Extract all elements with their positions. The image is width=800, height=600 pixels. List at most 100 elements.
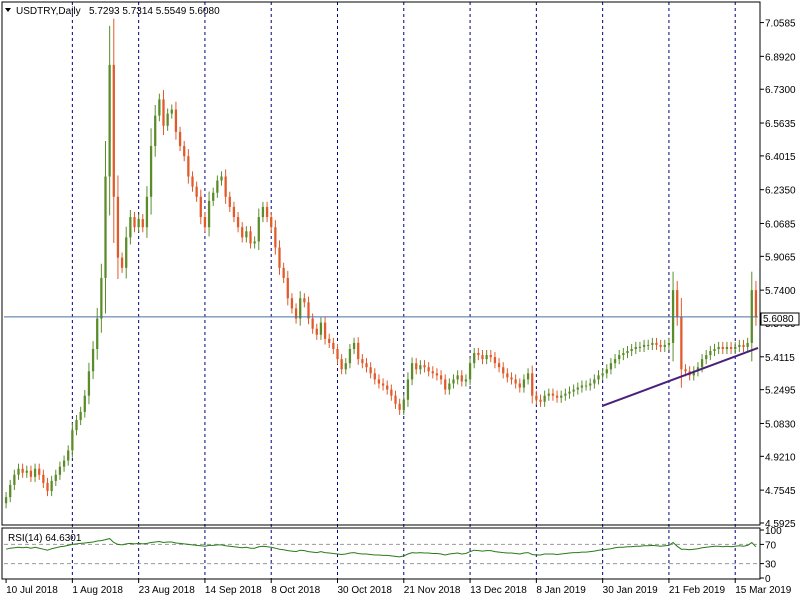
candle	[497, 358, 501, 373]
candle	[75, 414, 78, 436]
dropdown-triangle-icon[interactable]	[5, 8, 11, 12]
candle-body	[651, 342, 654, 345]
candle-body	[663, 344, 666, 347]
candle	[328, 333, 331, 348]
time-tick-label: 15 Mar 2019	[735, 585, 792, 596]
candle-body	[415, 363, 418, 370]
candle	[738, 339, 741, 353]
candle	[245, 226, 248, 243]
candle	[195, 181, 198, 202]
candle-body	[352, 342, 356, 349]
candle	[54, 469, 57, 486]
candle-body	[13, 474, 16, 485]
candle-body	[618, 355, 621, 360]
candle-body	[605, 369, 608, 374]
candle	[593, 374, 596, 389]
candle-body	[216, 180, 219, 193]
time-axis: 10 Jul 2018 1 Aug 2018 23 Aug 2018 14 Sep 2…	[5, 579, 792, 596]
candle	[265, 201, 269, 223]
candle-body	[340, 359, 343, 370]
candle	[174, 101, 178, 140]
candle-body	[282, 267, 285, 278]
candle	[336, 343, 339, 365]
candle	[705, 350, 708, 365]
candle-body	[241, 227, 244, 238]
candle-body	[83, 395, 86, 412]
candle-body	[473, 353, 476, 364]
candle	[531, 365, 534, 404]
trendline[interactable]	[602, 347, 759, 407]
candle	[510, 372, 513, 385]
candle-body	[543, 395, 546, 402]
candle-body	[67, 450, 70, 461]
candle	[518, 378, 521, 393]
candle-body	[319, 322, 323, 335]
candle-body	[402, 399, 405, 410]
candle	[514, 374, 517, 389]
candle	[572, 384, 575, 397]
rsi-tick-label: 30	[765, 560, 777, 571]
price-tick-label: 7.0585	[765, 19, 796, 30]
candle-body	[410, 363, 414, 380]
candle-body	[108, 64, 111, 177]
candle-body	[452, 379, 455, 384]
candle-body	[717, 346, 720, 349]
candle-body	[506, 373, 509, 378]
candle	[506, 368, 509, 383]
candle	[183, 140, 186, 162]
candle	[746, 337, 749, 353]
candle	[340, 354, 343, 375]
candle-body	[87, 371, 91, 396]
candle	[489, 350, 492, 363]
candle	[381, 378, 385, 391]
candle-body	[477, 353, 480, 356]
candle	[50, 475, 53, 497]
candle	[485, 350, 488, 365]
candle	[352, 337, 356, 355]
rsi-tick-label: 70	[765, 540, 777, 551]
candle	[344, 358, 347, 375]
candle	[261, 201, 265, 223]
candle	[468, 357, 472, 386]
symbol-label: USDTRY,Daily	[16, 6, 81, 17]
candle-body	[551, 393, 555, 396]
candle	[460, 370, 463, 387]
candle-body	[518, 383, 521, 388]
candle-body	[265, 206, 269, 218]
time-tick-label: 13 Dec 2018	[470, 585, 527, 596]
candle	[410, 357, 414, 386]
rsi-line	[5, 538, 757, 558]
candle-body	[576, 387, 579, 390]
candle-body	[170, 109, 173, 114]
candle-body	[133, 217, 136, 228]
candle-body	[468, 363, 472, 380]
candle-body	[609, 363, 613, 370]
rsi-label: RSI(14) 64.6301	[8, 533, 82, 544]
candle-body	[228, 196, 231, 207]
candle-body	[667, 342, 671, 345]
candle-body	[278, 247, 281, 268]
candle	[597, 370, 600, 385]
candle	[667, 337, 671, 350]
candle	[448, 378, 451, 395]
candle	[62, 455, 66, 472]
candle-body	[676, 290, 679, 317]
candle	[112, 18, 115, 243]
candle	[547, 388, 550, 401]
candle	[303, 293, 306, 308]
candle-body	[738, 344, 741, 347]
candle-body	[232, 206, 236, 218]
candle	[236, 212, 240, 233]
candle-body	[709, 351, 712, 356]
candle	[278, 240, 281, 275]
main-frame	[1, 1, 761, 526]
candle-body	[158, 99, 161, 116]
candle	[79, 406, 82, 426]
candle	[212, 187, 215, 206]
candle-body	[21, 468, 24, 473]
candle	[129, 209, 132, 245]
candle	[406, 372, 410, 407]
candle-body	[460, 375, 463, 382]
candle	[4, 492, 8, 509]
